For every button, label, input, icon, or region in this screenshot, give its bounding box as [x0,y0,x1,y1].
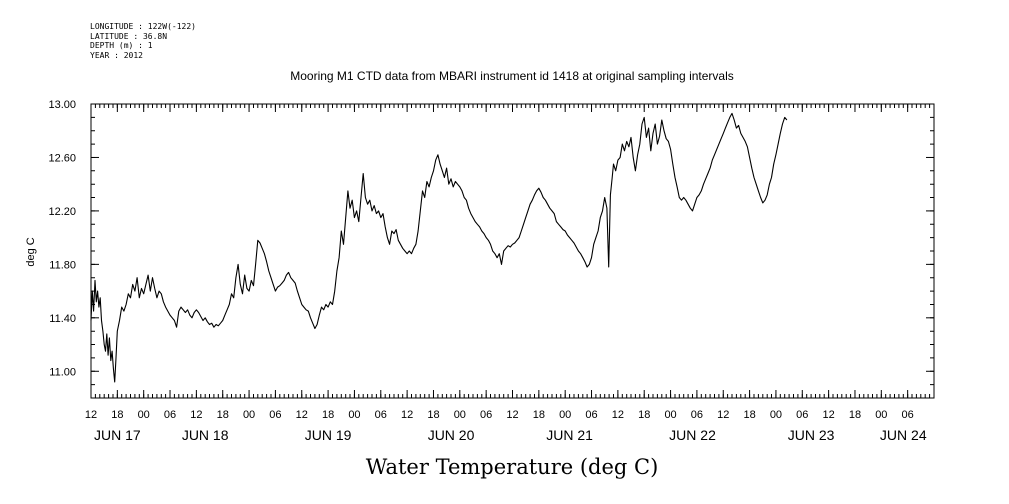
y-tick-label: 11.00 [49,366,76,378]
y-tick-label: 11.80 [49,259,76,271]
longitude-label: LONGITUDE : 122W(-122) [90,22,196,31]
x-day-label: JUN 17 [94,427,141,443]
x-tick-label: 00 [138,409,150,421]
x-tick-label: 00 [348,409,360,421]
x-day-label: JUN 18 [182,427,229,443]
y-axis-label: deg C [25,237,37,266]
x-tick-label: 06 [269,409,281,421]
axes-group: 12 18 00 06 12 18 00 06 12 18 00 06 12 18 00 06 12 18 00 06… [48,99,935,443]
plot-area [90,112,788,383]
x-tick-label: 18 [849,409,861,421]
x-tick-label: 12 [612,409,624,421]
x-tick-label: 06 [164,409,176,421]
x-tick-label: 18 [217,409,229,421]
x-tick-label: 12 [85,409,97,421]
x-day-label: JUN 23 [788,427,835,443]
x-tick-label: 12 [296,409,308,421]
x-day-label: JUN 21 [546,427,593,443]
x-tick-label: 12 [506,409,518,421]
series-line [90,112,788,383]
x-tick-label: 18 [743,409,755,421]
x-tick-label: 06 [902,409,914,421]
x-tick-label: 06 [691,409,703,421]
x-day-label: JUN 20 [428,427,475,443]
x-tick-label: 06 [375,409,387,421]
year-label: YEAR : 2012 [90,50,143,60]
x-tick-label: 06 [480,409,492,421]
x-day-label: JUN 22 [669,427,716,443]
minor-ticks [90,103,935,399]
x-day-label: JUN 19 [305,427,352,443]
chart-title: Mooring M1 CTD data from MBARI instrumen… [290,69,734,83]
metadata-block: LONGITUDE : 122W(-122) LATITUDE : 36.8N … [90,22,196,60]
x-tick-label: 00 [770,409,782,421]
plot-frame [90,103,935,399]
x-day-label: JUN 24 [880,427,927,443]
x-tick-label: 12 [717,409,729,421]
x-tick-label: 06 [796,409,808,421]
x-tick-label: 00 [664,409,676,421]
x-tick-label: 18 [322,409,334,421]
y-tick-label: 12.60 [48,152,76,164]
y-tick-label: 11.40 [49,313,76,325]
x-tick-label: 00 [454,409,466,421]
y-tick-label: 13.00 [48,99,76,111]
depth-label: DEPTH (m) : 1 [90,41,153,50]
x-tick-label: 12 [823,409,835,421]
x-tick-label: 00 [875,409,887,421]
x-tick-label: 12 [190,409,202,421]
y-tick-label: 12.20 [48,206,76,218]
x-tick-label: 18 [427,409,439,421]
x-tick-label: 18 [111,409,123,421]
x-tick-label: 18 [533,409,545,421]
x-tick-label: 18 [638,409,650,421]
latitude-label: LATITUDE : 36.8N [90,31,168,41]
x-axis-label: Water Temperature (deg C) [366,455,659,479]
x-tick-label: 06 [585,409,597,421]
x-tick-label: 12 [401,409,413,421]
x-tick-label: 00 [559,409,571,421]
x-tick-label: 00 [243,409,255,421]
